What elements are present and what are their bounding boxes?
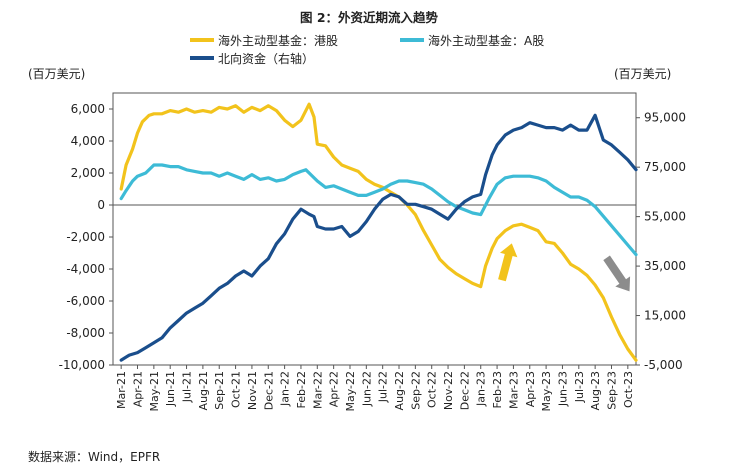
x-tick-label: Jul-23 xyxy=(573,371,586,403)
right-tick-label: 55,000 xyxy=(644,210,686,224)
x-tick-label: Aug-23 xyxy=(589,371,602,410)
x-tick-label: Apr-22 xyxy=(328,371,341,407)
right-tick-label: 15,000 xyxy=(644,309,686,323)
series-northbound-line xyxy=(119,113,638,362)
left-tick-label: -6,000 xyxy=(66,294,105,308)
x-tick-label: Apr-23 xyxy=(524,371,537,407)
x-tick-label: Nov-22 xyxy=(442,371,455,410)
x-tick-label: Jun-22 xyxy=(360,371,373,407)
x-tick-label: Jan-23 xyxy=(475,371,488,407)
figure-title: 图 2：外资近期流入趋势 xyxy=(300,10,439,25)
x-tick-label: May-23 xyxy=(540,371,553,412)
legend-item-northbound: 北向资金（右轴） xyxy=(190,51,314,66)
left-tick-label: -10,000 xyxy=(59,358,105,372)
right-tick-label: 95,000 xyxy=(644,111,686,125)
x-tick-label: Feb-22 xyxy=(295,371,308,408)
legend: 海外主动型基金：港股 海外主动型基金：A股 北向资金（右轴） xyxy=(190,33,544,66)
legend-label-a: 海外主动型基金：A股 xyxy=(428,33,544,48)
x-tick-label: Jun-23 xyxy=(556,371,569,407)
legend-item-hk: 海外主动型基金：港股 xyxy=(190,33,338,48)
right-axis: -5,000 15,000 35,000 55,000 75,000 95,000 xyxy=(636,111,686,372)
legend-item-a: 海外主动型基金：A股 xyxy=(400,33,544,48)
series-a-active-line xyxy=(119,163,638,257)
x-tick-label: Jan-22 xyxy=(279,371,292,407)
x-tick-label: Nov-21 xyxy=(246,371,259,410)
x-tick-label: Dec-22 xyxy=(458,371,471,410)
rebound-arrow-up xyxy=(498,243,518,282)
decline-arrow-down xyxy=(603,255,631,292)
x-tick-label: Jul-22 xyxy=(377,371,390,403)
x-tick-label: Aug-21 xyxy=(197,371,210,410)
x-axis: Mar-21 Apr-21 May-21 Jun-21 Jul-21 Aug-21 Sep-… xyxy=(115,365,635,412)
left-tick-label: -4,000 xyxy=(66,262,105,276)
left-tick-label: 0 xyxy=(97,198,105,212)
x-tick-label: Sep-21 xyxy=(213,371,226,410)
plot-frame xyxy=(112,92,637,366)
x-tick-label: Feb-23 xyxy=(491,371,504,408)
left-axis: -10,000 -8,000 -6,000 -4,000 -2,000 0 2,000 4,0… xyxy=(59,102,113,372)
x-tick-label: Sep-23 xyxy=(605,371,618,410)
x-tick-label: Mar-22 xyxy=(311,371,324,409)
left-tick-label: 2,000 xyxy=(71,166,105,180)
right-tick-label: 35,000 xyxy=(644,259,686,273)
right-axis-unit: (百万美元) xyxy=(614,67,671,81)
x-tick-label: Mar-21 xyxy=(115,371,128,409)
right-tick-label: 75,000 xyxy=(644,160,686,174)
left-tick-label: -8,000 xyxy=(66,326,105,340)
left-tick-label: 4,000 xyxy=(71,134,105,148)
x-tick-label: Oct-22 xyxy=(426,371,439,408)
x-tick-label: May-22 xyxy=(344,371,357,412)
left-axis-unit: (百万美元) xyxy=(28,67,85,81)
right-tick-label: -5,000 xyxy=(644,358,683,372)
legend-label-hk: 海外主动型基金：港股 xyxy=(218,33,338,48)
left-tick-label: 6,000 xyxy=(71,102,105,116)
x-tick-label: Jun-21 xyxy=(164,371,177,407)
x-tick-label: Mar-23 xyxy=(507,371,520,409)
x-tick-label: Dec-21 xyxy=(262,371,275,410)
source-note: 数据来源：Wind，EPFR xyxy=(28,449,160,464)
x-tick-label: Aug-22 xyxy=(393,371,406,410)
x-tick-label: Jul-21 xyxy=(181,371,194,403)
x-tick-label: May-21 xyxy=(148,371,161,412)
series-hk-active-line xyxy=(119,102,638,362)
x-tick-label: Oct-23 xyxy=(622,371,635,408)
x-tick-label: Apr-21 xyxy=(132,371,145,407)
left-tick-label: -2,000 xyxy=(66,230,105,244)
annotation-layer xyxy=(498,243,631,292)
legend-label-northbound: 北向资金（右轴） xyxy=(218,51,314,66)
series-layer xyxy=(119,102,638,362)
x-tick-label: Oct-21 xyxy=(230,371,243,408)
x-tick-label: Sep-22 xyxy=(409,371,422,410)
